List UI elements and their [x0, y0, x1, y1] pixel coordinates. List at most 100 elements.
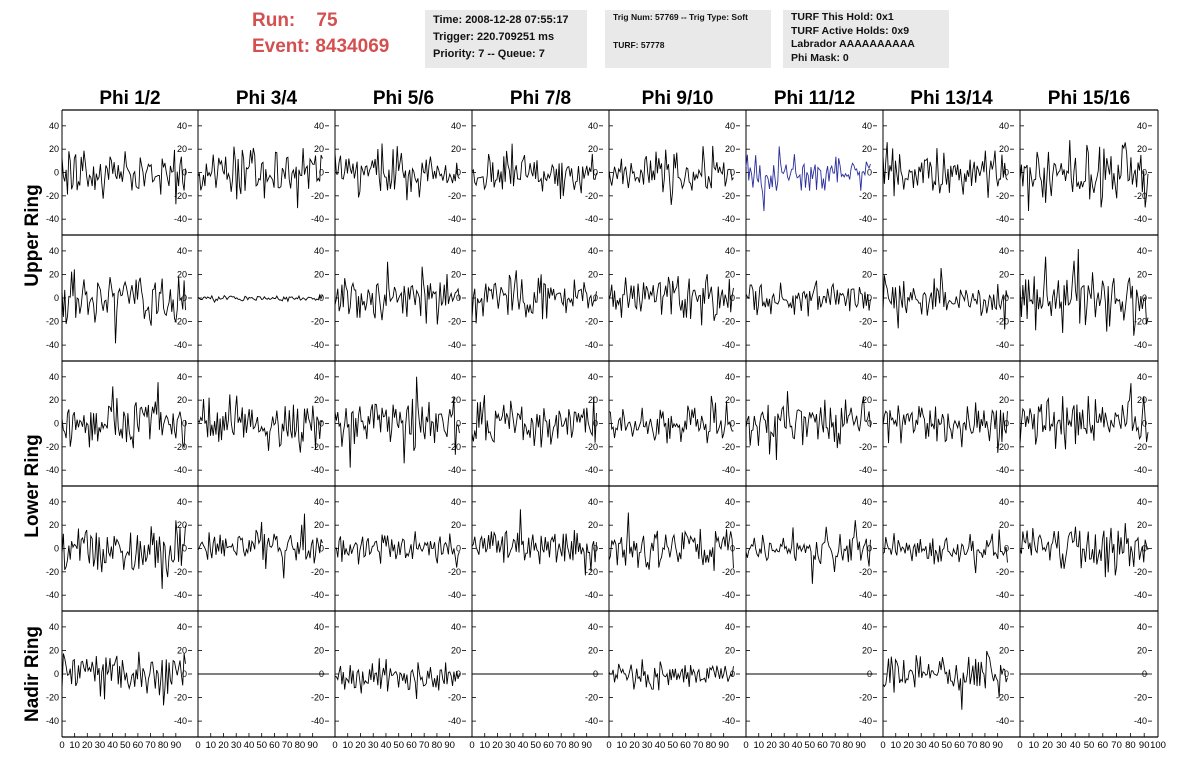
waveform-panel: 40 40 20 20 0 0 -20 -20 -40 -40	[46, 485, 198, 611]
y-tick-label-right: -40	[1134, 716, 1147, 726]
y-tick-label-right: -20	[174, 442, 187, 452]
y-tick-label-right: -40	[174, 465, 187, 475]
x-tick-label: 50	[667, 740, 678, 751]
event-label: Event:	[252, 36, 311, 57]
y-tick-label-left: -40	[46, 590, 59, 600]
y-tick-label-right: 0	[867, 168, 872, 178]
waveform-panel: 40 40 20 20 0 0 -20 -20 -40 -40	[46, 360, 198, 486]
y-tick-label-right: -40	[859, 214, 872, 224]
y-tick-label-right: 40	[999, 246, 1009, 256]
y-tick-label-left: 20	[49, 645, 59, 655]
y-tick-label-right: 0	[182, 168, 187, 178]
y-tick-label-right: 0	[319, 168, 324, 178]
y-tick-label-left: -20	[46, 317, 59, 327]
y-tick-label-right: 0	[456, 544, 461, 554]
y-tick-label-right: 40	[588, 372, 598, 382]
x-tick-label: 0	[743, 740, 748, 751]
y-tick-label-left: 40	[49, 622, 59, 632]
y-tick-label-right: -40	[311, 214, 324, 224]
y-tick-label-right: 20	[588, 645, 598, 655]
ring-label: Upper Ring	[22, 184, 43, 286]
x-tick-label: 30	[1056, 740, 1067, 751]
y-tick-label-right: 0	[182, 544, 187, 554]
y-tick-label-right: -20	[996, 567, 1009, 577]
y-tick-label-right: -40	[585, 340, 598, 350]
column-header: Phi 1/2	[99, 88, 160, 109]
y-tick-label-right: -40	[722, 716, 735, 726]
x-tick-label: 20	[1042, 740, 1053, 751]
x-tick-label: 20	[629, 740, 640, 751]
y-tick-label-right: 40	[725, 121, 735, 131]
y-tick-label-right: 0	[456, 168, 461, 178]
x-tick-label: 0	[195, 740, 200, 751]
y-tick-label-right: 20	[862, 645, 872, 655]
run-event-header: Run: 75 Event: 8434069	[252, 8, 389, 60]
y-tick-label-right: 0	[1142, 168, 1147, 178]
y-tick-label-right: -20	[859, 317, 872, 327]
y-tick-label-right: -40	[585, 214, 598, 224]
x-tick-label: 70	[145, 740, 156, 751]
x-tick-label: 40	[792, 740, 803, 751]
x-tick-label: 20	[355, 740, 366, 751]
x-tick-label: 70	[282, 740, 293, 751]
x-tick-label: 90	[307, 740, 318, 751]
y-tick-label-left: 20	[49, 269, 59, 279]
y-tick-label-left: 0	[54, 293, 59, 303]
y-tick-label-right: -20	[1134, 191, 1147, 201]
x-tick-label: 10	[479, 740, 490, 751]
x-tick-label: 80	[569, 740, 580, 751]
y-tick-label-right: -20	[722, 442, 735, 452]
y-tick-label-right: 0	[182, 669, 187, 679]
y-tick-label-left: 20	[49, 520, 59, 530]
y-tick-label-right: -20	[448, 191, 461, 201]
y-tick-label-right: -40	[174, 716, 187, 726]
y-tick-label-right: 40	[177, 246, 187, 256]
waveform-trace	[882, 267, 1008, 330]
run-value: 75	[316, 10, 338, 31]
x-tick-label: 0	[880, 740, 885, 751]
y-tick-label-right: -20	[448, 567, 461, 577]
x-tick-label: 90	[855, 740, 866, 751]
y-tick-label-right: -40	[859, 590, 872, 600]
y-tick-label-right: 40	[862, 246, 872, 256]
y-tick-label-right: 20	[725, 520, 735, 530]
y-tick-label-right: 40	[1137, 121, 1147, 131]
y-tick-label-right: 20	[862, 520, 872, 530]
x-tick-label: 10	[1029, 740, 1040, 751]
y-tick-label-right: -40	[996, 716, 1009, 726]
x-tick-label: 70	[967, 740, 978, 751]
column-header: Phi 5/6	[373, 88, 434, 109]
waveform-trace	[197, 146, 323, 209]
y-tick-label-right: 20	[862, 144, 872, 154]
turf-this-hold-text: TURF This Hold: 0x1	[791, 11, 894, 23]
y-tick-label-right: -40	[448, 214, 461, 224]
y-tick-label-right: 40	[451, 497, 461, 507]
x-tick-label: 50	[804, 740, 815, 751]
y-tick-label-right: 40	[725, 246, 735, 256]
y-tick-label-right: -40	[174, 590, 187, 600]
y-tick-label-right: -40	[722, 340, 735, 350]
waveform-trace	[197, 513, 323, 579]
y-tick-label-right: -40	[722, 590, 735, 600]
y-tick-label-right: -40	[1134, 214, 1147, 224]
y-tick-label-right: 20	[725, 269, 735, 279]
y-tick-label-left: 0	[54, 419, 59, 429]
y-tick-label-right: -20	[311, 442, 324, 452]
y-tick-label-right: 20	[177, 395, 187, 405]
y-tick-label-right: 40	[177, 121, 187, 131]
y-tick-label-right: 40	[1137, 622, 1147, 632]
y-tick-label-right: -20	[859, 442, 872, 452]
x-tick-label: 20	[903, 740, 914, 751]
x-tick-label: 10	[616, 740, 627, 751]
x-tick-label: 80	[1125, 740, 1136, 751]
y-tick-label-right: 40	[862, 622, 872, 632]
x-tick-label: 60	[817, 740, 828, 751]
